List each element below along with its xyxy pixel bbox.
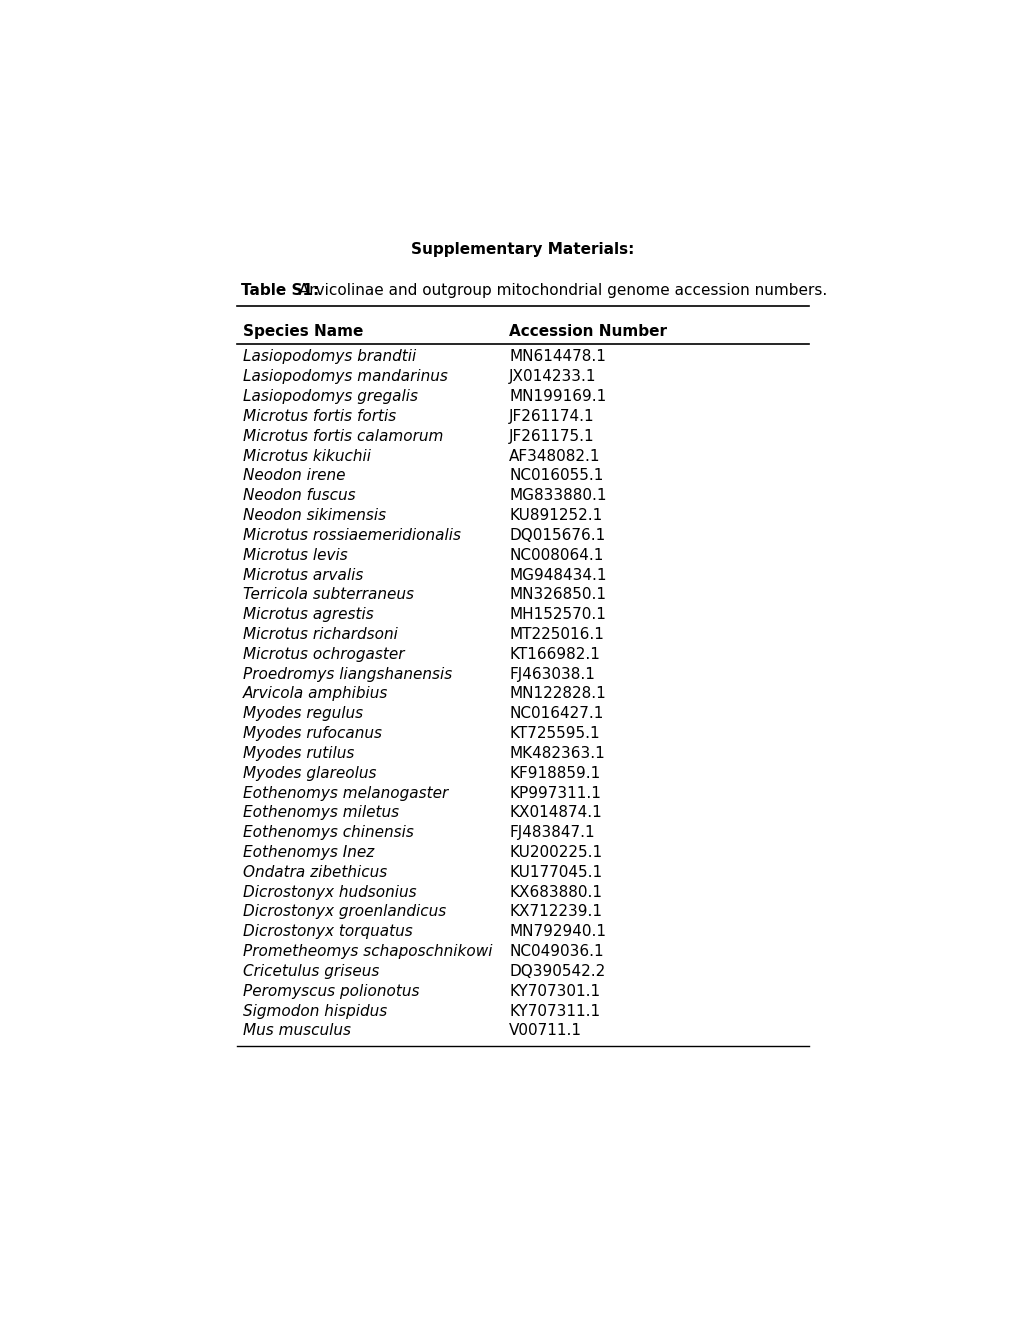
Text: MK482363.1: MK482363.1 [508,746,604,760]
Text: Proedromys liangshanensis: Proedromys liangshanensis [243,667,451,681]
Text: MN122828.1: MN122828.1 [508,686,605,701]
Text: Dicrostonyx groenlandicus: Dicrostonyx groenlandicus [243,904,445,920]
Text: MG948434.1: MG948434.1 [508,568,606,582]
Text: Peromyscus polionotus: Peromyscus polionotus [243,983,419,999]
Text: MG833880.1: MG833880.1 [508,488,606,503]
Text: Accession Number: Accession Number [508,325,666,339]
Text: KY707301.1: KY707301.1 [508,983,600,999]
Text: Myodes glareolus: Myodes glareolus [243,766,376,780]
Text: MN614478.1: MN614478.1 [508,350,605,364]
Text: KY707311.1: KY707311.1 [508,1003,600,1019]
Text: Sigmodon hispidus: Sigmodon hispidus [243,1003,387,1019]
Text: FJ463038.1: FJ463038.1 [508,667,595,681]
Text: Dicrostonyx hudsonius: Dicrostonyx hudsonius [243,884,416,900]
Text: Ondatra zibethicus: Ondatra zibethicus [243,865,387,880]
Text: Microtus kikuchii: Microtus kikuchii [243,449,371,463]
Text: Species Name: Species Name [243,325,363,339]
Text: NC049036.1: NC049036.1 [508,944,603,960]
Text: MN326850.1: MN326850.1 [508,587,605,602]
Text: Arvicola amphibius: Arvicola amphibius [243,686,388,701]
Text: DQ390542.2: DQ390542.2 [508,964,605,979]
Text: KX683880.1: KX683880.1 [508,884,602,900]
Text: MN792940.1: MN792940.1 [508,924,605,940]
Text: Lasiopodomys mandarinus: Lasiopodomys mandarinus [243,370,447,384]
Text: KT166982.1: KT166982.1 [508,647,599,661]
Text: Myodes rufocanus: Myodes rufocanus [243,726,381,741]
Text: Arvicolinae and outgroup mitochondrial genome accession numbers.: Arvicolinae and outgroup mitochondrial g… [294,284,826,298]
Text: Microtus fortis fortis: Microtus fortis fortis [243,409,395,424]
Text: KX014874.1: KX014874.1 [508,805,601,820]
Text: Eothenomys melanogaster: Eothenomys melanogaster [243,785,447,800]
Text: Lasiopodomys gregalis: Lasiopodomys gregalis [243,389,418,404]
Text: Microtus rossiaemeridionalis: Microtus rossiaemeridionalis [243,528,461,543]
Text: Microtus agrestis: Microtus agrestis [243,607,373,622]
Text: Dicrostonyx torquatus: Dicrostonyx torquatus [243,924,413,940]
Text: Neodon fuscus: Neodon fuscus [243,488,356,503]
Text: JX014233.1: JX014233.1 [508,370,596,384]
Text: Myodes regulus: Myodes regulus [243,706,363,721]
Text: MT225016.1: MT225016.1 [508,627,603,642]
Text: AF348082.1: AF348082.1 [508,449,600,463]
Text: NC008064.1: NC008064.1 [508,548,603,562]
Text: V00711.1: V00711.1 [508,1023,582,1039]
Text: KU177045.1: KU177045.1 [508,865,602,880]
Text: Microtus fortis calamorum: Microtus fortis calamorum [243,429,443,444]
Text: KF918859.1: KF918859.1 [508,766,600,780]
Text: Terricola subterraneus: Terricola subterraneus [243,587,414,602]
Text: Supplementary Materials:: Supplementary Materials: [411,242,634,257]
Text: Eothenomys Inez: Eothenomys Inez [243,845,374,859]
Text: DQ015676.1: DQ015676.1 [508,528,605,543]
Text: MH152570.1: MH152570.1 [508,607,605,622]
Text: Lasiopodomys brandtii: Lasiopodomys brandtii [243,350,416,364]
Text: FJ483847.1: FJ483847.1 [508,825,594,840]
Text: KU200225.1: KU200225.1 [508,845,602,859]
Text: Cricetulus griseus: Cricetulus griseus [243,964,379,979]
Text: JF261175.1: JF261175.1 [508,429,594,444]
Text: Mus musculus: Mus musculus [243,1023,351,1039]
Text: Prometheomys schaposchnikowi: Prometheomys schaposchnikowi [243,944,492,960]
Text: Eothenomys chinensis: Eothenomys chinensis [243,825,414,840]
Text: KP997311.1: KP997311.1 [508,785,600,800]
Text: Eothenomys miletus: Eothenomys miletus [243,805,398,820]
Text: Microtus ochrogaster: Microtus ochrogaster [243,647,404,661]
Text: Neodon irene: Neodon irene [243,469,345,483]
Text: Table S1:: Table S1: [240,284,319,298]
Text: NC016055.1: NC016055.1 [508,469,603,483]
Text: Microtus levis: Microtus levis [243,548,347,562]
Text: Myodes rutilus: Myodes rutilus [243,746,354,760]
Text: KT725595.1: KT725595.1 [508,726,599,741]
Text: Microtus arvalis: Microtus arvalis [243,568,363,582]
Text: KU891252.1: KU891252.1 [508,508,602,523]
Text: JF261174.1: JF261174.1 [508,409,594,424]
Text: Neodon sikimensis: Neodon sikimensis [243,508,385,523]
Text: NC016427.1: NC016427.1 [508,706,603,721]
Text: Microtus richardsoni: Microtus richardsoni [243,627,397,642]
Text: MN199169.1: MN199169.1 [508,389,606,404]
Text: KX712239.1: KX712239.1 [508,904,602,920]
